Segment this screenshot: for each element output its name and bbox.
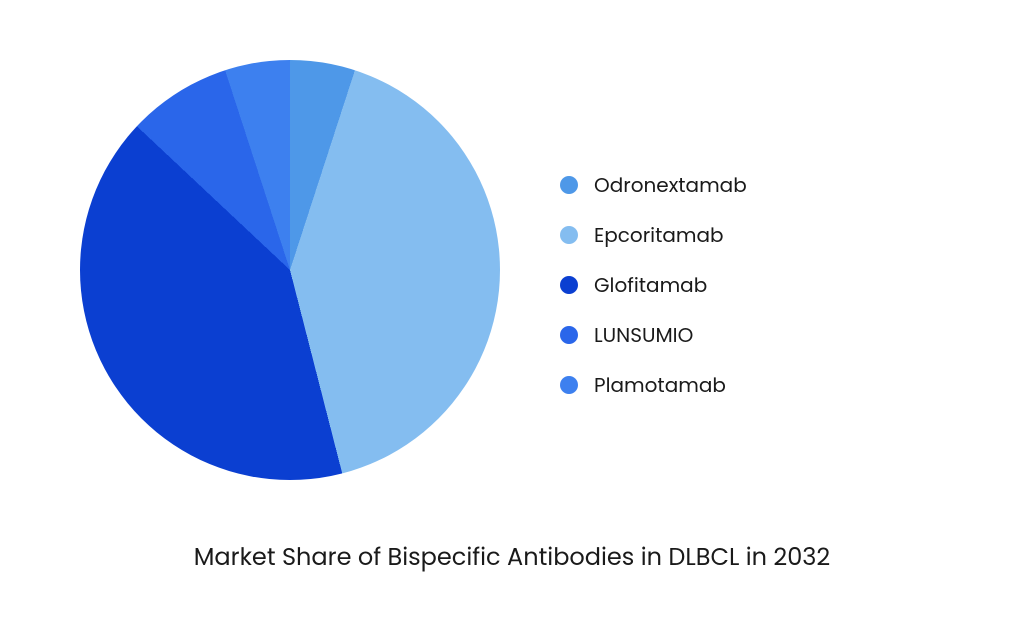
- legend-item-glofitamab: Glofitamab: [560, 270, 747, 300]
- legend-swatch: [560, 176, 578, 194]
- legend-item-plamotamab: Plamotamab: [560, 370, 747, 400]
- legend-item-lunsumio: LUNSUMIO: [560, 320, 747, 350]
- pie-chart: [80, 60, 500, 480]
- legend-label: LUNSUMIO: [594, 320, 693, 350]
- legend-swatch: [560, 326, 578, 344]
- legend-label: Plamotamab: [594, 370, 726, 400]
- legend-swatch: [560, 376, 578, 394]
- pie-chart-disc: [80, 60, 500, 480]
- legend-item-epcoritamab: Epcoritamab: [560, 220, 747, 250]
- legend-label: Epcoritamab: [594, 220, 724, 250]
- legend-label: Glofitamab: [594, 270, 707, 300]
- legend-item-odronextamab: Odronextamab: [560, 170, 747, 200]
- legend-swatch: [560, 276, 578, 294]
- legend-label: Odronextamab: [594, 170, 747, 200]
- chart-caption: Market Share of Bispecific Antibodies in…: [0, 540, 1024, 575]
- legend: Odronextamab Epcoritamab Glofitamab LUNS…: [560, 170, 747, 400]
- legend-swatch: [560, 226, 578, 244]
- chart-container: Odronextamab Epcoritamab Glofitamab LUNS…: [0, 0, 1024, 637]
